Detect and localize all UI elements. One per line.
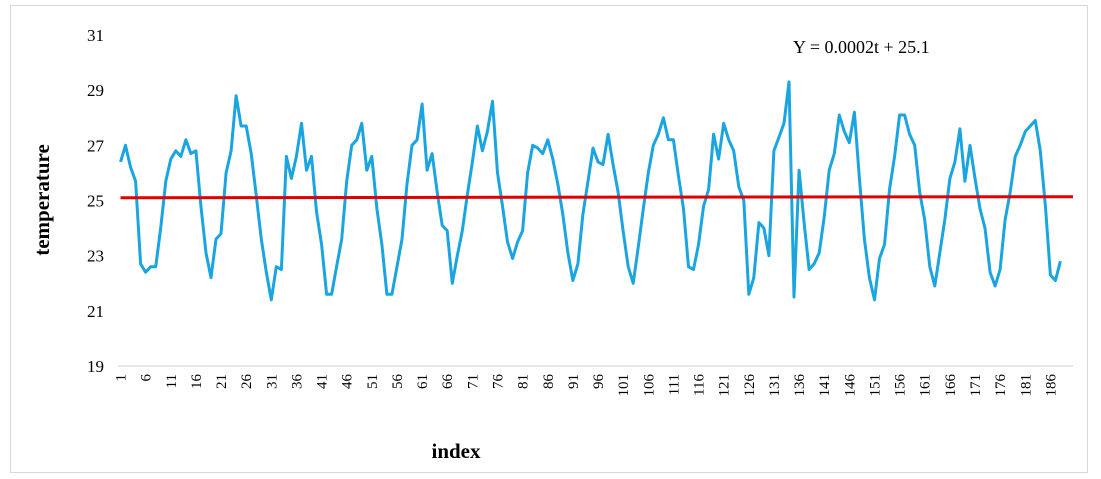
x-tick-label: 26 [239, 374, 255, 390]
x-tick-label: 181 [1018, 374, 1034, 397]
x-tick-label: 16 [189, 374, 205, 390]
x-tick-label: 31 [264, 374, 280, 389]
x-tick-label: 6 [139, 374, 155, 382]
x-tick-label: 171 [968, 374, 984, 397]
x-tick-label: 81 [516, 374, 532, 389]
x-axis-title: index [431, 439, 481, 463]
x-tick-label: 86 [541, 374, 557, 390]
x-tick-label: 1 [114, 374, 130, 382]
x-tick-label: 76 [490, 374, 506, 390]
x-tick-label: 151 [867, 374, 883, 397]
x-tick-label: 56 [390, 374, 406, 390]
x-tick-label: 61 [415, 374, 431, 389]
y-tick-label: 29 [87, 81, 104, 100]
x-tick-label: 101 [616, 374, 632, 397]
x-tick-label: 121 [717, 374, 733, 397]
x-tick-label: 176 [993, 374, 1009, 397]
x-tick-label: 161 [918, 374, 934, 397]
x-tick-label: 71 [465, 374, 481, 389]
x-tick-label: 111 [666, 374, 682, 395]
x-axis-ticks: 1 6 11 16 21 26 31 36 41 46 51 56 61 66 71 76 81 86 91 96 10… [114, 374, 1060, 397]
y-tick-label: 31 [87, 26, 104, 45]
x-tick-label: 106 [641, 374, 657, 397]
x-tick-label: 21 [214, 374, 230, 389]
x-tick-label: 166 [943, 374, 959, 397]
y-tick-label: 27 [87, 136, 105, 155]
x-tick-label: 41 [315, 374, 331, 389]
x-tick-label: 131 [767, 374, 783, 397]
x-tick-label: 116 [692, 374, 708, 396]
y-tick-label: 19 [87, 357, 104, 376]
x-tick-label: 136 [792, 374, 808, 397]
x-tick-label: 96 [591, 374, 607, 390]
x-tick-label: 91 [566, 374, 582, 389]
x-tick-label: 66 [440, 374, 456, 390]
x-tick-label: 11 [164, 374, 180, 388]
chart-frame [10, 5, 1088, 473]
x-tick-label: 46 [340, 374, 356, 390]
x-tick-label: 141 [817, 374, 833, 397]
x-tick-label: 36 [289, 374, 305, 390]
x-tick-label: 126 [742, 374, 758, 397]
trend-equation: Y = 0.0002t + 25.1 [793, 37, 930, 57]
y-tick-label: 21 [87, 302, 104, 321]
y-axis-title: temperature [30, 144, 54, 256]
y-tick-label: 23 [87, 247, 104, 266]
series-line-temperature [119, 80, 1062, 302]
x-tick-label: 146 [842, 374, 858, 397]
trend-line [120, 195, 1074, 200]
x-tick-label: 156 [893, 374, 909, 397]
y-tick-label: 25 [87, 192, 104, 211]
x-tick-label: 51 [365, 374, 381, 389]
y-axis-ticks: 19 21 23 25 27 29 31 [87, 26, 105, 376]
x-tick-label: 186 [1043, 374, 1059, 397]
